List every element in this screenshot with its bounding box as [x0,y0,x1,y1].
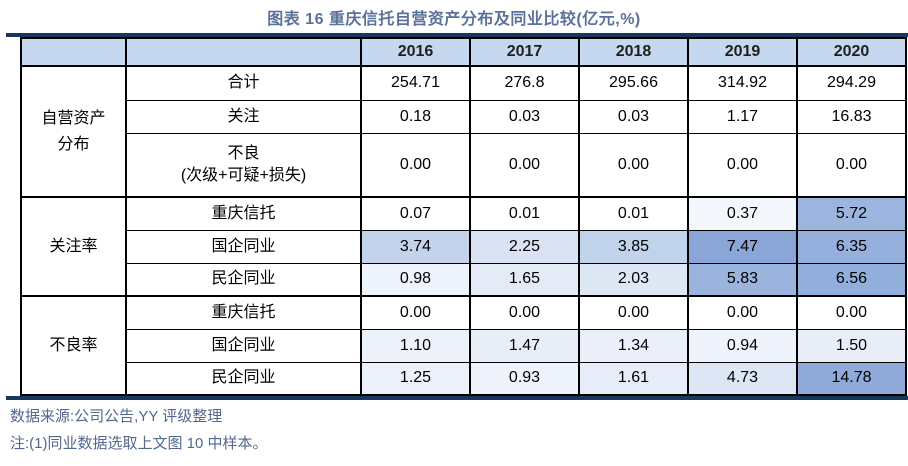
cell-value: 0.00 [687,295,798,330]
cell-value: 16.83 [796,99,907,134]
cell-value: 1.50 [796,328,907,363]
row-label-soe-peers: 国企同业 [125,229,362,264]
table-row: 民企同业 1.25 0.93 1.61 4.73 14.78 [21,361,907,396]
row-label-watch: 关注 [125,99,362,134]
figure-title: 图表 16 重庆信托自营资产分布及同业比较(亿元,%) [267,11,641,28]
row-label-private-peers: 民企同业 [125,361,362,396]
cell-value: 0.00 [578,295,689,330]
cell-value: 0.01 [578,196,689,231]
header-year-2018: 2018 [578,37,689,67]
top-accent-rule [6,33,908,37]
cell-value: 295.66 [578,65,689,101]
cell-value: 6.35 [796,229,907,264]
group-label-watch-ratio: 关注率 [20,196,127,297]
group-label-asset-distribution: 自营资产 分布 [20,65,127,198]
cell-value: 254.71 [360,65,471,101]
cell-value: 1.47 [469,328,580,363]
cell-value: 294.29 [796,65,907,101]
cell-value: 0.00 [360,132,471,198]
cell-value: 0.00 [469,295,580,330]
table-row: 不良 (次级+可疑+损失) 0.00 0.00 0.00 0.00 0.00 [21,132,907,198]
cell-value: 0.03 [469,99,580,134]
cell-value: 5.72 [796,196,907,231]
cell-value: 5.83 [687,262,798,297]
row-label-npa: 不良 (次级+可疑+损失) [125,132,362,198]
header-corner-group [20,37,127,67]
cell-value: 0.18 [360,99,471,134]
table-row: 不良率 重庆信托 0.00 0.00 0.00 0.00 0.00 [20,295,907,396]
row-label-cqtrust: 重庆信托 [125,196,362,231]
table-row: 自营资产 分布 合计 254.71 276.8 295.66 314.92 29… [20,65,907,198]
row-label-total: 合计 [125,65,362,101]
data-source-line: 数据来源:公司公告,YY 评级整理 [10,408,223,425]
footnote-line: 注:(1)同业数据选取上文图 10 中样本。 [10,435,268,452]
table-row: 国企同业 3.74 2.25 3.85 7.47 6.35 [21,229,907,264]
cell-value: 0.00 [578,132,689,198]
header-year-2020: 2020 [796,37,907,67]
cell-value: 1.17 [687,99,798,134]
row-label-cqtrust: 重庆信托 [125,295,362,330]
cell-value: 1.34 [578,328,689,363]
row-label-soe-peers: 国企同业 [125,328,362,363]
cell-value: 7.47 [687,229,798,264]
bottom-accent-rule [6,396,908,400]
cell-value: 1.65 [469,262,580,297]
cell-value: 2.03 [578,262,689,297]
cell-value: 0.00 [360,295,471,330]
cell-value: 0.37 [687,196,798,231]
comparison-table: 2016 2017 2018 2019 2020 自营资产 分布 合计 254.… [20,37,907,396]
cell-value: 3.85 [578,229,689,264]
cell-value: 0.00 [469,132,580,198]
header-year-2017: 2017 [469,37,580,67]
header-row: 2016 2017 2018 2019 2020 [20,37,907,67]
cell-value: 4.73 [687,361,798,396]
cell-value: 14.78 [796,361,907,396]
group-label-npa-ratio: 不良率 [20,295,127,396]
cell-value: 0.93 [469,361,580,396]
cell-value: 0.00 [687,132,798,198]
row-label-private-peers: 民企同业 [125,262,362,297]
cell-value: 314.92 [687,65,798,101]
table-row: 关注率 重庆信托 0.07 0.01 0.01 0.37 5.72 [20,196,907,297]
cell-value: 0.98 [360,262,471,297]
cell-value: 0.00 [796,132,907,198]
cell-value: 276.8 [469,65,580,101]
header-corner-metric [125,37,362,67]
table-row: 民企同业 0.98 1.65 2.03 5.83 6.56 [21,262,907,297]
cell-value: 2.25 [469,229,580,264]
cell-value: 1.61 [578,361,689,396]
cell-value: 0.01 [469,196,580,231]
cell-value: 1.25 [360,361,471,396]
cell-value: 0.00 [796,295,907,330]
cell-value: 6.56 [796,262,907,297]
table-row: 国企同业 1.10 1.47 1.34 0.94 1.50 [21,328,907,363]
cell-value: 1.10 [360,328,471,363]
cell-value: 0.94 [687,328,798,363]
table-row: 关注 0.18 0.03 0.03 1.17 16.83 [21,99,907,134]
cell-value: 0.07 [360,196,471,231]
header-year-2019: 2019 [687,37,798,67]
cell-value: 3.74 [360,229,471,264]
cell-value: 0.03 [578,99,689,134]
header-year-2016: 2016 [360,37,471,67]
